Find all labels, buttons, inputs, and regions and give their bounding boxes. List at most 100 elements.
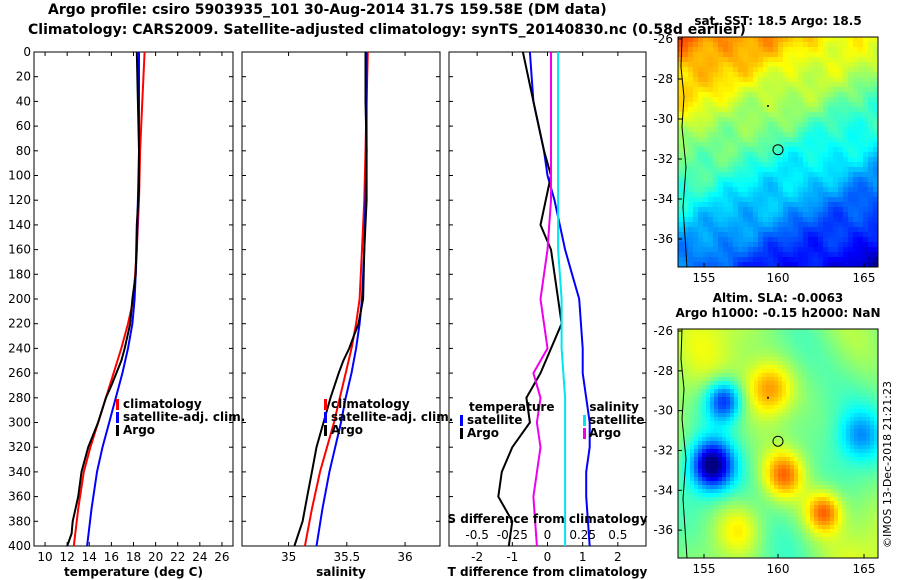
- y-tick-label: 280: [8, 391, 31, 405]
- legend-swatch: [460, 428, 463, 439]
- x-tick-label: 10: [37, 550, 52, 564]
- y-tick-label: 400: [8, 539, 31, 553]
- y-tick-label: 300: [8, 416, 31, 430]
- float-track-point: [767, 105, 769, 107]
- y-tick-label: 20: [16, 70, 31, 84]
- legend-title-temperature: temperature: [469, 400, 554, 414]
- x-tick-label: 0: [544, 550, 552, 564]
- coastline: [680, 328, 688, 559]
- y-tick-label: 320: [8, 440, 31, 454]
- y-tick-label: 260: [8, 366, 31, 380]
- legend-swatch: [583, 428, 586, 439]
- secondary-axis-label: S difference from climatology: [447, 512, 647, 526]
- y-tick-label: 340: [8, 465, 31, 479]
- map-x-tick-label: 165: [853, 271, 876, 285]
- map-y-tick-label: -30: [653, 112, 673, 126]
- legend-swatch: [116, 425, 119, 436]
- panel-difference: -2 -1 0 1 2T difference from climatology: [448, 51, 648, 579]
- sla-map-title-2: Argo h1000: -0.15 h2000: NaN: [675, 306, 880, 320]
- legend-swatch: [324, 412, 327, 423]
- x-tick-label: 16: [104, 550, 119, 564]
- map-y-tick-label: -34: [653, 483, 673, 497]
- map-y-tick-label: -28: [653, 364, 673, 378]
- map-y-tick-label: -26: [653, 324, 673, 338]
- series-s-argo: [532, 52, 552, 546]
- x-tick-label: -1: [506, 550, 518, 564]
- series-climatology: [303, 52, 369, 546]
- legend-label: satellite-adj. clim.: [123, 410, 245, 424]
- header-line1: Argo profile: csiro 5903935_101 30-Aug-2…: [48, 2, 607, 18]
- x-tick-label: 24: [192, 550, 207, 564]
- legend-swatch: [583, 415, 586, 426]
- x-tick-label: 36: [397, 550, 412, 564]
- series-argo: [293, 52, 368, 546]
- panel-temperature: 0 20 40 60 80 100 120 140 160 180 200 220 240 260 280 3…: [8, 45, 234, 579]
- x-tick-label: 35.5: [333, 550, 360, 564]
- map-x-tick-label: 160: [767, 562, 790, 576]
- legend-label: climatology: [331, 397, 410, 411]
- plot-frame: [241, 51, 441, 547]
- y-tick-label: 100: [8, 169, 31, 183]
- x-tick-label: 2: [614, 550, 622, 564]
- legend-swatch: [324, 425, 327, 436]
- secondary-tick-label: 0.25: [569, 528, 596, 542]
- y-tick-label: 240: [8, 341, 31, 355]
- y-tick-label: 380: [8, 514, 31, 528]
- x-tick-label: 18: [126, 550, 141, 564]
- map-y-tick-label: -32: [653, 152, 673, 166]
- legend-swatch: [116, 399, 119, 410]
- y-tick-label: 360: [8, 490, 31, 504]
- y-tick-label: 120: [8, 193, 31, 207]
- sst-map-title: sat. SST: 18.5 Argo: 18.5: [694, 14, 861, 28]
- map-y-tick-label: -30: [653, 404, 673, 418]
- series-argo: [66, 52, 140, 546]
- map-x-tick-label: 155: [693, 562, 716, 576]
- legend-label: Argo: [123, 423, 155, 437]
- x-tick-label: 26: [214, 550, 229, 564]
- legend-label: satellite: [467, 413, 522, 427]
- y-tick-label: 180: [8, 267, 31, 281]
- map-x-tick-label: 155: [693, 271, 716, 285]
- map-y-tick-label: -28: [653, 72, 673, 86]
- series-t-satellite: [528, 52, 591, 546]
- series-t-argo: [497, 52, 563, 546]
- plot-frame: [448, 51, 647, 547]
- series-s-satellite: [557, 52, 567, 546]
- secondary-tick-label: 0.5: [608, 528, 627, 542]
- legend-title-salinity: salinity: [589, 400, 639, 414]
- map-x-tick-label: 165: [853, 562, 876, 576]
- x-tick-label: 35: [281, 550, 296, 564]
- x-tick-label: 12: [60, 550, 75, 564]
- legend-swatch: [460, 415, 463, 426]
- x-axis-label: temperature (deg C): [64, 565, 203, 579]
- legend-label: Argo: [467, 426, 499, 440]
- map-y-tick-label: -26: [653, 32, 673, 46]
- secondary-tick-label: 0: [544, 528, 552, 542]
- x-tick-label: -2: [471, 550, 483, 564]
- sla-map-title-1: Altim. SLA: -0.0063: [713, 291, 844, 305]
- legend-label: climatology: [123, 397, 202, 411]
- y-tick-label: 60: [16, 119, 31, 133]
- secondary-tick-label: -0.5: [465, 528, 488, 542]
- legend-label: satellite: [589, 413, 644, 427]
- map-y-tick-label: -34: [653, 192, 673, 206]
- legend-swatch: [324, 399, 327, 410]
- map-x-tick-label: 160: [767, 271, 790, 285]
- float-track-point: [767, 396, 769, 399]
- legend-label: Argo: [589, 426, 621, 440]
- legend-swatch: [116, 412, 119, 423]
- y-tick-label: 160: [8, 243, 31, 257]
- y-tick-label: 80: [16, 144, 31, 158]
- coastline: [680, 36, 688, 268]
- legend-label: satellite-adj. clim.: [331, 410, 453, 424]
- argo-location-marker: [772, 435, 784, 447]
- map-y-tick-label: -36: [653, 232, 673, 246]
- secondary-tick-label: -0.25: [497, 528, 528, 542]
- x-axis-label: T difference from climatology: [448, 565, 648, 579]
- header-line2: Climatology: CARS2009. Satellite-adjuste…: [28, 22, 746, 38]
- y-tick-label: 200: [8, 292, 31, 306]
- credit-stamp: ©IMOS 13-Dec-2018 21:21:23: [881, 381, 894, 548]
- x-axis-label: salinity: [316, 565, 366, 579]
- y-tick-label: 0: [23, 45, 31, 59]
- argo-location-marker: [772, 144, 784, 156]
